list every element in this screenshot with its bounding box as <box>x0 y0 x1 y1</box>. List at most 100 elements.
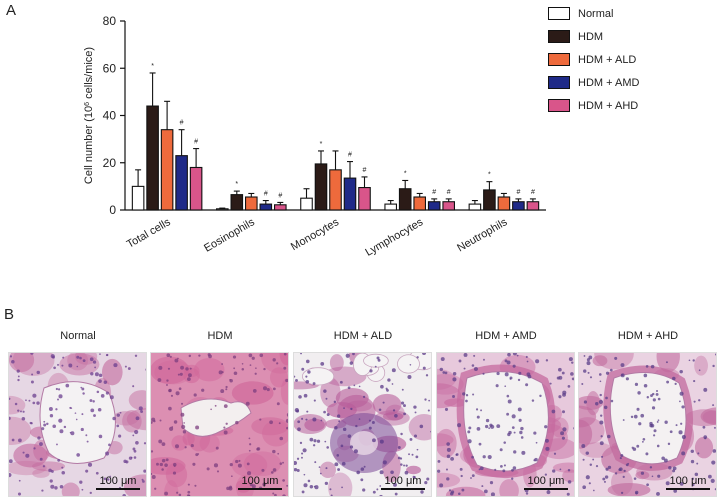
bar <box>259 203 273 211</box>
scale-bar-label: 100 μm <box>527 475 565 487</box>
bar <box>427 201 441 211</box>
y-tick-label: 40 <box>103 109 117 123</box>
significance-mark: # <box>531 189 535 196</box>
bar <box>497 196 511 211</box>
legend-item: HDM + ALD <box>548 48 639 71</box>
y-tick-label: 0 <box>109 203 116 217</box>
scale-bar-line <box>238 488 282 490</box>
histology-tissue <box>294 353 431 496</box>
x-tick-label: Neutrophils <box>455 216 510 254</box>
bar <box>483 189 496 211</box>
bar-chart: 0 20 40 60 80 Cell number (106 cells/mice) * # #… <box>83 14 546 259</box>
bar <box>442 201 456 211</box>
scale-bar-label: 100 μm <box>384 475 422 487</box>
legend-swatch <box>548 53 570 66</box>
legend-swatch <box>548 99 570 112</box>
legend-label: HDM + AHD <box>578 99 639 112</box>
histology-tissue <box>151 353 288 496</box>
scale-bar-line <box>524 488 568 490</box>
bar <box>329 169 342 211</box>
scale-bar-label: 100 μm <box>99 475 137 487</box>
bar <box>300 197 313 211</box>
legend-item: HDM <box>548 25 639 48</box>
bar <box>160 129 174 211</box>
legend-item: HDM + AHD <box>548 94 639 117</box>
scale-bar: 100 μm <box>524 475 568 490</box>
micrograph-image: 100 μm <box>293 352 432 497</box>
bar <box>398 188 412 211</box>
legend-swatch <box>548 76 570 89</box>
scale-bar-label: 100 μm <box>669 475 707 487</box>
bar <box>131 185 145 211</box>
significance-mark: * <box>320 141 323 148</box>
significance-mark: # <box>447 189 451 196</box>
bar <box>384 203 398 211</box>
legend-label: HDM <box>578 30 604 43</box>
y-axis-label: Cell number (106 cells/mice) <box>83 47 95 184</box>
scale-bar-line <box>381 488 425 490</box>
panel-b-label: B <box>4 306 15 323</box>
y-tick-label: 20 <box>103 156 117 170</box>
y-tick-label: 60 <box>103 61 117 75</box>
bar <box>526 201 540 211</box>
significance-mark: # <box>363 167 367 174</box>
micrograph-title: HDM + AMD <box>475 330 537 342</box>
histology-tissue <box>437 353 574 496</box>
micrograph-image: 100 μm <box>8 352 147 497</box>
panel-a-label: A <box>6 2 17 19</box>
significance-mark: # <box>180 120 184 127</box>
bar <box>343 177 357 211</box>
micrograph-image: 100 μm <box>150 352 289 497</box>
significance-mark: * <box>488 172 491 179</box>
bar <box>358 187 371 211</box>
scale-bar: 100 μm <box>666 475 710 490</box>
x-tick-label: Lymphocytes <box>363 216 425 259</box>
bar <box>230 194 244 211</box>
bar <box>468 203 482 211</box>
significance-mark: # <box>264 191 268 198</box>
histology-tissue <box>9 353 146 496</box>
scale-bar: 100 μm <box>238 475 282 490</box>
x-tick-label: Monocytes <box>289 216 341 253</box>
bar <box>175 155 188 211</box>
micrograph-title: HDM + ALD <box>333 330 393 342</box>
bar <box>245 196 258 211</box>
micrograph-title: HDM + AHD <box>617 330 679 342</box>
legend-item: HDM + AMD <box>548 71 639 94</box>
significance-mark: # <box>194 139 198 146</box>
histology-tissue <box>579 353 716 496</box>
micrograph-image: 100 μm <box>436 352 575 497</box>
y-tick-label: 80 <box>103 14 117 28</box>
bar <box>146 105 159 211</box>
bar <box>314 163 328 211</box>
significance-mark: # <box>516 189 520 196</box>
scale-bar-line <box>666 488 710 490</box>
significance-mark: * <box>235 181 238 188</box>
legend-item: Normal <box>548 2 639 25</box>
micrograph-title: Normal <box>60 330 96 342</box>
x-tick-label: Total cells <box>125 216 173 251</box>
x-tick-label: Eosinophils <box>202 216 257 255</box>
significance-mark: # <box>278 192 282 199</box>
scale-bar: 100 μm <box>96 475 140 490</box>
significance-mark: * <box>151 63 154 70</box>
legend-label: HDM + AMD <box>578 76 640 89</box>
legend-label: Normal <box>578 7 614 20</box>
legend-swatch <box>548 7 570 20</box>
micrograph-title: HDM <box>207 330 233 342</box>
bar <box>512 201 525 211</box>
bar <box>273 204 287 211</box>
micrograph-image: 100 μm <box>578 352 717 497</box>
significance-mark: * <box>404 170 407 177</box>
significance-mark: # <box>432 189 436 196</box>
scale-bar-line <box>96 488 140 490</box>
legend-label: HDM + ALD <box>578 53 637 66</box>
bar <box>189 166 203 211</box>
bar <box>413 196 427 211</box>
significance-mark: # <box>348 152 352 159</box>
scale-bar: 100 μm <box>381 475 425 490</box>
legend-swatch <box>548 30 570 43</box>
scale-bar-label: 100 μm <box>241 475 279 487</box>
bar <box>216 208 229 211</box>
